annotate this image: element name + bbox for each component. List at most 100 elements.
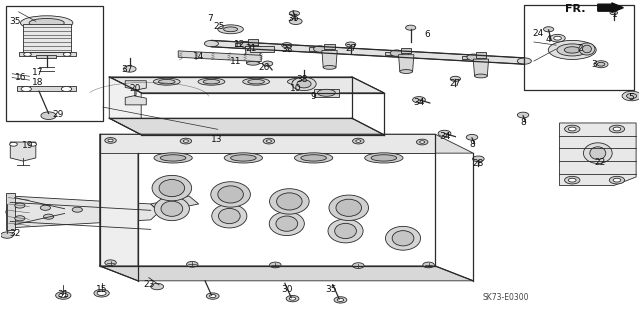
Ellipse shape (329, 195, 369, 220)
Circle shape (568, 178, 576, 182)
Circle shape (554, 36, 561, 40)
Circle shape (29, 142, 36, 146)
Ellipse shape (294, 153, 333, 163)
Circle shape (472, 156, 484, 162)
Circle shape (209, 294, 216, 298)
Text: 9: 9 (311, 92, 317, 101)
Text: 27: 27 (450, 79, 461, 88)
Text: 10: 10 (290, 85, 301, 93)
Circle shape (24, 52, 31, 56)
Ellipse shape (584, 143, 612, 163)
Circle shape (44, 214, 54, 219)
Text: 26: 26 (258, 63, 269, 72)
Circle shape (413, 97, 426, 103)
Ellipse shape (212, 204, 247, 228)
Ellipse shape (292, 77, 316, 91)
Text: 19: 19 (22, 141, 33, 150)
Text: 23: 23 (143, 279, 154, 288)
Ellipse shape (517, 58, 531, 64)
Ellipse shape (365, 153, 403, 163)
Polygon shape (235, 43, 258, 46)
Circle shape (56, 292, 71, 299)
Ellipse shape (243, 78, 269, 85)
Text: 25: 25 (213, 22, 225, 31)
Text: 2: 2 (578, 44, 584, 54)
Ellipse shape (203, 79, 220, 84)
Polygon shape (476, 52, 486, 58)
Circle shape (353, 138, 364, 144)
Text: 14: 14 (193, 52, 204, 61)
Circle shape (206, 293, 219, 299)
Text: 31: 31 (58, 290, 69, 299)
Polygon shape (250, 46, 274, 51)
Circle shape (240, 41, 253, 48)
Circle shape (337, 298, 344, 301)
Ellipse shape (385, 226, 420, 250)
Text: 22: 22 (594, 158, 605, 167)
Circle shape (610, 11, 618, 15)
Ellipse shape (579, 43, 595, 55)
Polygon shape (6, 193, 15, 230)
Circle shape (41, 112, 56, 120)
Text: 6: 6 (424, 31, 430, 40)
Circle shape (406, 25, 416, 30)
Circle shape (269, 262, 281, 268)
Text: FR.: FR. (564, 4, 585, 14)
Ellipse shape (336, 199, 362, 216)
Ellipse shape (211, 182, 250, 207)
Circle shape (420, 141, 425, 143)
Circle shape (282, 43, 292, 48)
Ellipse shape (276, 193, 302, 210)
Polygon shape (125, 81, 147, 105)
Circle shape (467, 54, 479, 60)
Circle shape (564, 125, 580, 133)
Text: 18: 18 (32, 78, 44, 87)
Polygon shape (314, 89, 339, 97)
Circle shape (105, 137, 116, 143)
Bar (23, 24, 71, 51)
Ellipse shape (276, 216, 298, 231)
Ellipse shape (392, 231, 414, 246)
Ellipse shape (218, 208, 240, 224)
Ellipse shape (594, 61, 608, 68)
Ellipse shape (161, 155, 186, 161)
Ellipse shape (159, 180, 184, 197)
Polygon shape (178, 51, 261, 62)
Text: 11: 11 (230, 57, 241, 66)
Circle shape (622, 91, 640, 101)
Ellipse shape (230, 155, 256, 161)
Polygon shape (109, 77, 384, 93)
Text: 4: 4 (546, 35, 552, 44)
Polygon shape (248, 40, 258, 45)
Text: 5: 5 (628, 93, 634, 102)
Polygon shape (211, 41, 524, 64)
Circle shape (180, 138, 191, 144)
Circle shape (550, 34, 565, 42)
Text: 35: 35 (9, 17, 20, 26)
Text: 12: 12 (234, 40, 245, 49)
Ellipse shape (269, 189, 309, 214)
Ellipse shape (248, 79, 264, 84)
Polygon shape (322, 50, 337, 67)
Circle shape (40, 205, 51, 210)
Ellipse shape (590, 147, 606, 160)
Polygon shape (245, 47, 260, 63)
Ellipse shape (154, 197, 189, 221)
Circle shape (10, 142, 17, 146)
Circle shape (390, 50, 403, 56)
Bar (524, 5, 634, 90)
Polygon shape (399, 55, 414, 71)
Ellipse shape (301, 155, 326, 161)
Circle shape (61, 86, 72, 92)
Circle shape (263, 138, 275, 144)
Ellipse shape (246, 61, 259, 65)
Ellipse shape (269, 212, 305, 235)
Ellipse shape (29, 19, 64, 27)
Text: 15: 15 (96, 285, 108, 293)
Text: 13: 13 (211, 135, 222, 144)
Circle shape (334, 297, 347, 303)
Ellipse shape (297, 80, 311, 88)
Ellipse shape (154, 78, 180, 85)
Circle shape (97, 291, 106, 295)
Polygon shape (109, 77, 141, 135)
